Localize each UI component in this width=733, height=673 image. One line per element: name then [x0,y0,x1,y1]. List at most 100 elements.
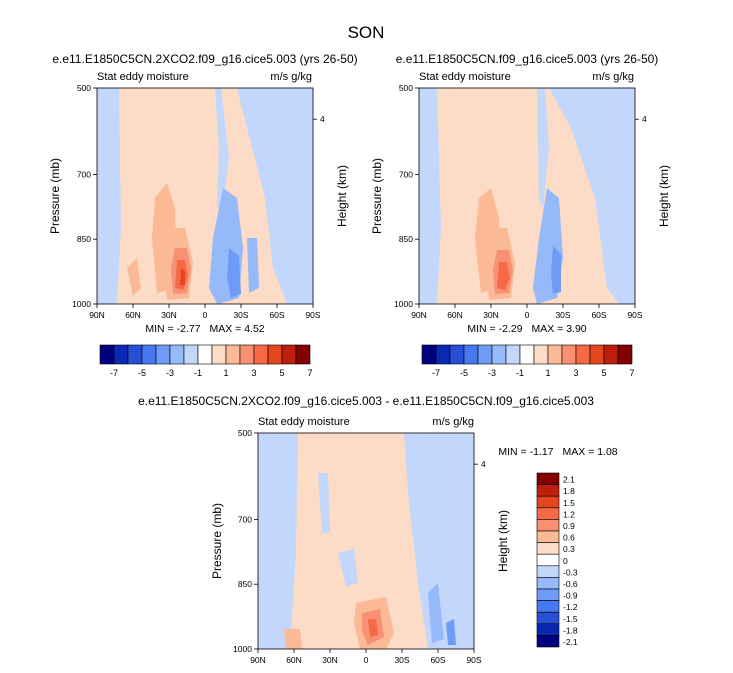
colorbar-swatch [536,530,560,543]
field-contour [318,473,330,533]
colorbar-swatch [536,611,560,625]
colorbar-label: 0 [563,556,568,566]
panel-3-min-max: MIN = -1.17 MAX = 1.08 [498,446,617,458]
colorbar-swatch [141,344,157,365]
colorbar-swatch [589,344,605,365]
colorbar-label: -1.8 [563,625,578,635]
field-contour [338,549,358,587]
colorbar-label: 0.3 [563,544,575,554]
colorbar-swatch [183,344,199,365]
colorbar-label: -5 [138,368,146,378]
colorbar-label: -0.9 [563,591,578,601]
colorbar-swatch [536,588,560,601]
panel-2-x-ticks: 90N 60N 30N 0 30S 60S 90S [411,304,643,320]
y-tick-label: 700 [77,169,91,179]
colorbar-label: 3 [573,368,578,378]
colorbar-swatch [491,344,507,365]
colorbar-label: 5 [601,368,606,378]
colorbar-label: -1.2 [563,602,578,612]
panel-2: e.e11.E1850C5CN.f09_g16.cice5.003 (yrs 2… [370,52,671,378]
panel-3: e.e11.E1850C5CN.2XCO2.f09_g16.cice5.003 … [138,394,618,665]
y-tick-label: 850 [77,234,91,244]
panel-2-y-axis-label: Pressure (mb) [370,158,384,234]
field-contour [497,262,510,290]
panel-1-field [97,88,313,304]
field-contour [551,246,561,294]
colorbar-label: -3 [488,368,496,378]
panel-2-min-value: -2.29 [499,323,523,335]
field-contour [180,268,185,285]
colorbar-swatch [197,344,213,365]
colorbar-swatch [603,344,619,365]
panel-1-left-label: Stat eddy moisture [97,71,189,83]
colorbar-swatch [211,344,227,365]
panel-3-field [258,433,474,649]
field-contour [258,433,298,649]
field-contour [215,88,229,208]
colorbar-swatch [281,344,297,365]
panel-3-right-label: m/s g/kg [432,416,474,428]
x-tick-label: 30S [233,310,248,320]
x-tick-label: 30S [555,310,570,320]
colorbar-swatch [547,344,563,365]
colorbar-swatch [239,344,255,365]
panel-1-min-value: -2.77 [177,323,201,335]
colorbar-swatch [267,344,283,365]
colorbar-swatch [253,344,269,365]
x-tick-label: 90S [305,310,320,320]
panel-2-left-label: Stat eddy moisture [419,71,511,83]
field-contour [368,619,378,637]
panel-1-min-max: MIN = -2.77 MAX = 4.52 [145,323,264,335]
figure-title: SON [348,23,385,42]
panel-3-max-label: MAX = [562,446,597,458]
colorbar-label: -1.5 [563,614,578,624]
panel-3-min-value: -1.17 [530,446,554,458]
panel-3-max-value: 1.08 [597,446,618,458]
colorbar-swatch [617,344,633,365]
field-contour [537,88,549,208]
colorbar-label: 5 [279,368,284,378]
panel-1-x-ticks: 90N 60N 30N 0 30S 60S 90S [89,304,321,320]
colorbar-label: -0.3 [563,567,578,577]
colorbar-swatch [127,344,143,365]
y-tick-label: 500 [399,83,413,93]
x-tick-label: 90N [411,310,427,320]
x-tick-label: 90N [250,655,266,665]
panel-3-left-label: Stat eddy moisture [258,416,350,428]
colorbar-swatch [155,344,171,365]
panel-2-max-value: 3.90 [566,323,587,335]
colorbar-swatch [536,484,560,497]
panel-2-y-ticks: 500 700 850 1000 [394,83,419,309]
x-tick-label: 60N [125,310,141,320]
field-contour [428,583,444,643]
x-tick-label: 60N [447,310,463,320]
panel-2-max-label: MAX = [531,323,566,335]
colorbar-swatch [536,635,560,648]
panel-3-title: e.e11.E1850C5CN.2XCO2.f09_g16.cice5.003 … [138,394,594,408]
colorbar-swatch [536,553,560,567]
colorbar-swatch [536,472,560,485]
panel-1-y-right-axis-label: Height (km) [335,165,349,227]
y-tick-label: 850 [238,579,252,589]
colorbar-label: -2.1 [563,637,578,647]
x-tick-label: 60S [430,655,445,665]
x-tick-label: 60S [591,310,606,320]
y-tick-label: 1000 [394,299,413,309]
height-tick-label: 4 [481,459,486,469]
panel-3-y-right-ticks: 4 [474,459,486,469]
panel-1-colorbar: -7 -5 -3 -1 1 3 5 7 [99,344,313,378]
colorbar-swatch [536,507,560,520]
colorbar-swatch [113,344,129,365]
field-contour [127,258,141,296]
colorbar-label: -1 [194,368,202,378]
panel-2-y-right-ticks: 4 [635,114,647,124]
field-contour [419,88,441,304]
colorbar-label: 7 [307,368,312,378]
colorbar-label: -5 [460,368,468,378]
x-tick-label: 0 [364,655,369,665]
colorbar-swatch [505,344,521,365]
height-tick-label: 4 [320,114,325,124]
colorbar-swatch [533,344,549,365]
y-tick-label: 500 [238,428,252,438]
